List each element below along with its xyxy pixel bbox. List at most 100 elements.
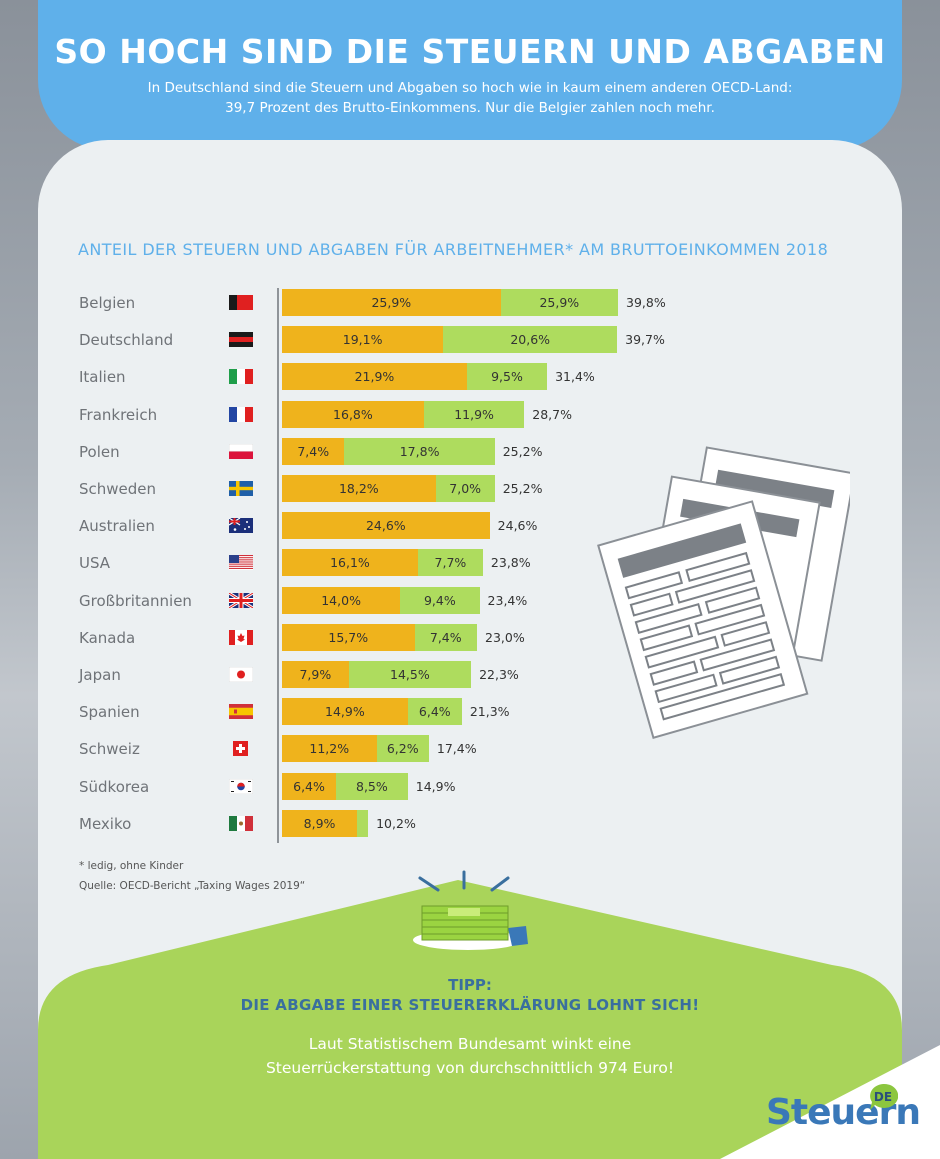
category-label: Frankreich bbox=[79, 405, 158, 424]
bar-segment-contributions: 9,4% bbox=[400, 586, 480, 614]
data-label: 6,4% bbox=[418, 704, 451, 720]
data-label: 16,1% bbox=[330, 555, 370, 571]
bar-segment-tax: 6,4% bbox=[282, 772, 337, 800]
total-label: 25,2% bbox=[502, 481, 543, 496]
bar-segment-tax: 18,2% bbox=[282, 475, 436, 502]
bar-segment-tax: 7,9% bbox=[282, 661, 349, 688]
sweden-flag-icon bbox=[229, 481, 253, 496]
france-flag-icon bbox=[229, 406, 253, 422]
footnote: * ledig, ohne Kinder bbox=[79, 860, 184, 872]
tipp-text-line-1: Laut Statistischem Bundesamt winkt eine bbox=[308, 1035, 632, 1053]
bar-segment-contributions: 8,5% bbox=[336, 772, 408, 800]
bar-segment-tax: 14,0% bbox=[282, 586, 401, 614]
bar-segment-tax: 16,8% bbox=[282, 400, 424, 428]
total-label: 21,3% bbox=[469, 704, 510, 720]
bar-segment-tax: 15,7% bbox=[282, 623, 415, 651]
category-label: Großbritannien bbox=[79, 591, 192, 610]
total-label: 14,9% bbox=[415, 778, 456, 794]
tipp-heading: TIPP: bbox=[448, 976, 492, 994]
data-label: 11,2% bbox=[309, 741, 350, 757]
logo-badge-text: DE bbox=[874, 1090, 892, 1104]
data-label: 8,5% bbox=[356, 778, 388, 794]
bar-segment-contributions: 20,6% bbox=[443, 326, 618, 354]
bar-segment-contributions: 7,0% bbox=[435, 475, 495, 502]
total-label: 17,4% bbox=[436, 741, 477, 757]
bar-segment-contributions: 9,5% bbox=[466, 363, 548, 391]
data-label: 7,4% bbox=[429, 629, 462, 645]
data-label: 6,4% bbox=[293, 778, 325, 794]
data-label: 7,9% bbox=[299, 667, 332, 682]
total-label: 23,4% bbox=[487, 592, 528, 608]
usa-flag-icon bbox=[229, 555, 253, 571]
data-label: 20,6% bbox=[510, 332, 551, 348]
canada-flag-icon bbox=[229, 629, 253, 645]
category-label: Schweden bbox=[79, 480, 157, 498]
page-title: SO HOCH SIND DIE STEUERN UND ABGABEN bbox=[54, 32, 886, 71]
total-label: 23,8% bbox=[490, 555, 531, 571]
bar-segment-tax: 21,9% bbox=[282, 363, 467, 391]
data-label: 16,8% bbox=[333, 406, 373, 422]
data-label: 14,9% bbox=[325, 704, 365, 720]
total-label: 25,2% bbox=[502, 443, 543, 459]
page-subtitle: In Deutschland sind die Steuern und Abga… bbox=[0, 78, 940, 118]
data-label: 7,0% bbox=[449, 481, 482, 496]
subtitle-line-1: In Deutschland sind die Steuern und Abga… bbox=[147, 80, 793, 96]
data-label: 19,1% bbox=[342, 332, 383, 348]
italy-flag-icon bbox=[229, 369, 253, 385]
total-label: 39,8% bbox=[626, 295, 666, 310]
bar-segment-tax: 19,1% bbox=[282, 326, 444, 354]
data-label: 14,5% bbox=[390, 667, 430, 682]
data-label: 24,6% bbox=[365, 518, 406, 534]
bar-segment-contributions: 14,5% bbox=[348, 661, 472, 688]
bar-segment-contributions bbox=[357, 809, 369, 837]
data-label: 6,2% bbox=[386, 741, 419, 757]
germany-flag-icon bbox=[229, 332, 253, 348]
data-label: 25,9% bbox=[371, 295, 412, 310]
bar-segment-tax: 16,1% bbox=[282, 549, 418, 577]
category-label: Japan bbox=[79, 666, 121, 684]
bar-segment-contributions: 6,4% bbox=[407, 698, 462, 726]
subtitle-line-2: 39,7 Prozent des Brutto-Einkommens. Nur … bbox=[225, 100, 715, 116]
data-label: 18,2% bbox=[338, 481, 379, 496]
logo-badge-icon: DE bbox=[870, 1083, 898, 1110]
data-label: 9,5% bbox=[491, 369, 523, 385]
data-label: 7,7% bbox=[434, 555, 467, 571]
category-label: Deutschland bbox=[79, 331, 174, 350]
tipp-subheading: DIE ABGABE EINER STEUERERKLÄRUNG LOHNT S… bbox=[240, 996, 700, 1014]
category-label: Australien bbox=[79, 517, 155, 536]
data-label: 17,8% bbox=[399, 443, 440, 459]
data-label: 14,0% bbox=[321, 592, 361, 608]
total-label: 10,2% bbox=[376, 815, 416, 831]
belgium-flag-icon bbox=[229, 295, 253, 310]
total-label: 23,0% bbox=[485, 629, 525, 645]
spain-flag-icon bbox=[229, 704, 253, 720]
bar-segment-contributions: 7,7% bbox=[417, 549, 483, 577]
south-korea-flag-icon bbox=[228, 778, 254, 794]
category-label: USA bbox=[79, 554, 111, 573]
uk-flag-icon bbox=[228, 591, 254, 609]
total-label: 28,7% bbox=[532, 406, 572, 422]
data-label: 21,9% bbox=[354, 369, 395, 385]
total-label: 22,3% bbox=[479, 667, 519, 682]
category-label: Mexiko bbox=[79, 814, 132, 833]
total-label: 31,4% bbox=[555, 369, 595, 385]
australia-flag-icon bbox=[228, 517, 253, 534]
bar-segment-tax: 11,2% bbox=[282, 735, 377, 763]
header-banner bbox=[38, 0, 902, 150]
bar-segment-contributions: 7,4% bbox=[414, 623, 477, 651]
bar-segment-contributions: 17,8% bbox=[344, 437, 495, 465]
bar-segment-tax: 24,6% bbox=[282, 512, 490, 540]
documents-illustration bbox=[597, 446, 850, 740]
bar-segment-contributions: 6,2% bbox=[376, 735, 429, 763]
data-label: 15,7% bbox=[328, 629, 369, 645]
bar-segment-tax: 25,9% bbox=[282, 289, 501, 316]
tipp-background bbox=[38, 880, 902, 1159]
y-axis-line bbox=[277, 288, 279, 843]
category-label: Kanada bbox=[79, 628, 136, 647]
data-label: 7,4% bbox=[297, 443, 330, 459]
bar-segment-contributions: 25,9% bbox=[500, 289, 618, 316]
data-label: 25,9% bbox=[539, 295, 580, 310]
data-label: 11,9% bbox=[454, 406, 494, 422]
bar-segment-contributions: 11,9% bbox=[423, 400, 525, 428]
